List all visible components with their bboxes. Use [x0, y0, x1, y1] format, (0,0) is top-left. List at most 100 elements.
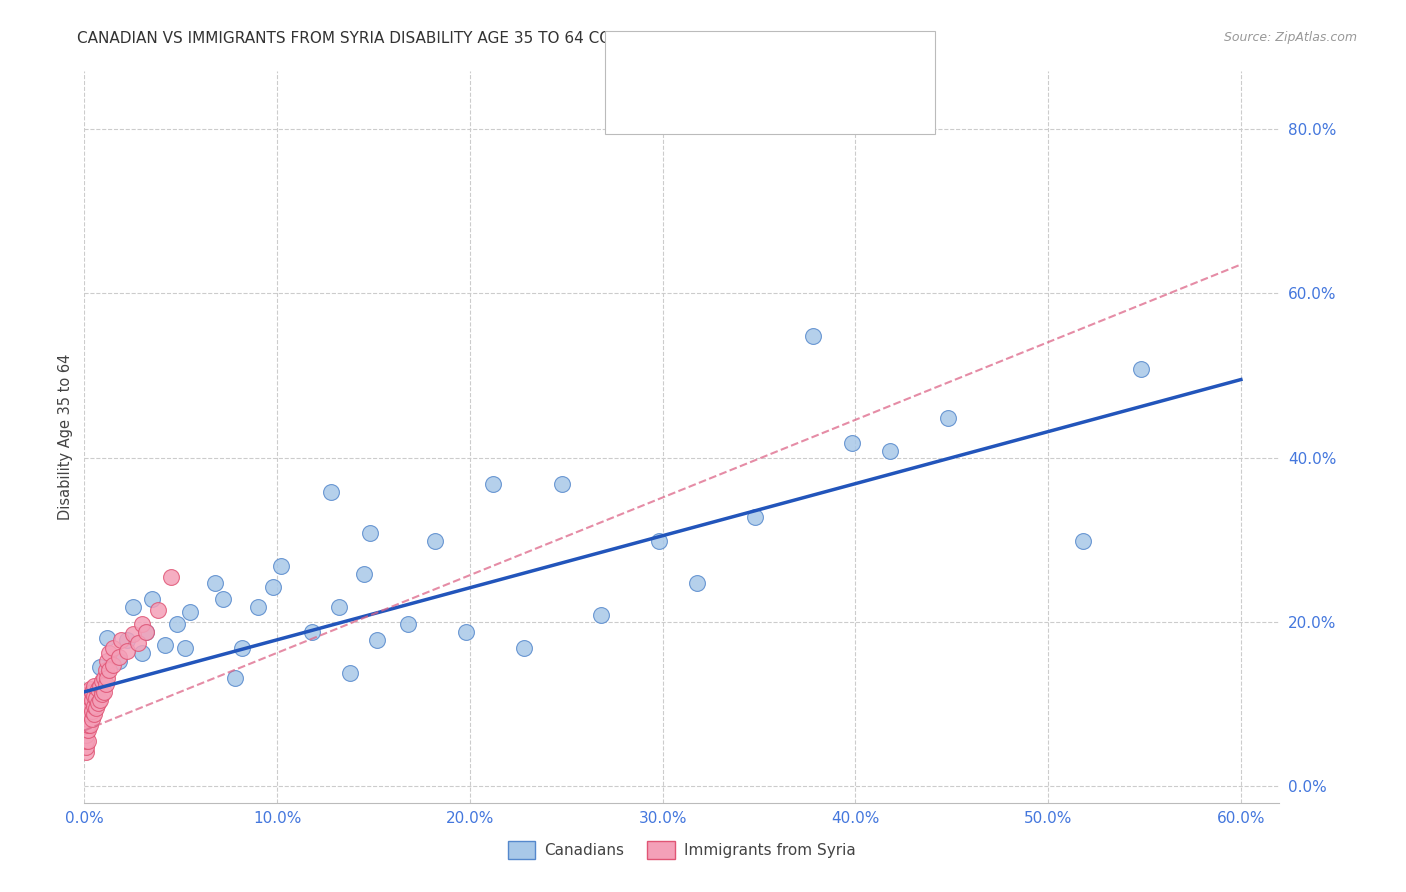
Point [121, 627, 143, 641]
Point [79, 717, 101, 731]
Point [98, 646, 121, 660]
Point [127, 635, 149, 649]
Point [77, 704, 100, 718]
Point [103, 657, 125, 672]
Point [686, 575, 709, 590]
Legend: Canadians, Immigrants from Syria: Canadians, Immigrants from Syria [502, 835, 862, 864]
Point [79, 690, 101, 705]
Point [155, 638, 177, 652]
Point [94, 663, 117, 677]
Point [160, 570, 183, 584]
Point [75, 690, 97, 705]
Point [551, 477, 574, 491]
Point [83, 679, 105, 693]
Point [366, 633, 388, 648]
Point [84, 690, 107, 705]
Point [135, 624, 157, 639]
Point [936, 411, 959, 425]
Point [648, 534, 671, 549]
Point [80, 693, 103, 707]
Point [80, 712, 103, 726]
Point [262, 581, 284, 595]
Point [77, 693, 100, 707]
Point [75, 717, 97, 731]
Point [879, 444, 901, 458]
Point [90, 687, 112, 701]
Point [75, 728, 97, 742]
Point [83, 698, 105, 713]
Point [482, 477, 505, 491]
Text: R = 0.600   N = 42: R = 0.600 N = 42 [659, 54, 817, 72]
Point [96, 655, 118, 669]
Point [513, 641, 536, 656]
Point [270, 559, 292, 574]
Point [744, 509, 766, 524]
Point [131, 646, 153, 660]
Point [77, 687, 100, 701]
Point [98, 663, 121, 677]
Point [115, 633, 138, 648]
Point [94, 676, 117, 690]
Point [96, 671, 118, 685]
Point [121, 600, 143, 615]
Point [93, 685, 115, 699]
Point [93, 671, 115, 685]
Point [841, 435, 863, 450]
Point [301, 624, 323, 639]
Point [204, 575, 226, 590]
Point [75, 712, 97, 726]
Text: Source: ZipAtlas.com: Source: ZipAtlas.com [1223, 31, 1357, 45]
Point [454, 624, 477, 639]
Point [89, 693, 111, 707]
Point [77, 712, 100, 726]
Point [80, 685, 103, 699]
Point [75, 701, 97, 715]
Point [353, 567, 375, 582]
Point [75, 739, 97, 754]
Point [79, 682, 101, 697]
Point [75, 696, 97, 710]
Point [108, 649, 131, 664]
Text: CANADIAN VS IMMIGRANTS FROM SYRIA DISABILITY AGE 35 TO 64 CORRELATION CHART: CANADIAN VS IMMIGRANTS FROM SYRIA DISABI… [77, 31, 754, 46]
Point [179, 605, 201, 619]
Point [87, 682, 110, 697]
Point [131, 616, 153, 631]
Point [75, 745, 97, 759]
Point [96, 632, 118, 646]
Point [1129, 362, 1152, 376]
Point [84, 701, 107, 715]
Point [339, 665, 361, 680]
Point [75, 706, 97, 721]
Point [359, 526, 381, 541]
Point [108, 655, 131, 669]
Point [79, 706, 101, 721]
Point [75, 723, 97, 738]
Point [328, 600, 350, 615]
Point [135, 624, 157, 639]
Point [589, 608, 612, 623]
Text: R = 0.354   N = 59: R = 0.354 N = 59 [659, 93, 817, 111]
Point [87, 696, 110, 710]
Point [246, 600, 269, 615]
Point [83, 689, 105, 703]
Point [1071, 534, 1094, 549]
Point [425, 534, 447, 549]
Point [89, 660, 111, 674]
Point [801, 329, 824, 343]
Point [110, 633, 132, 648]
Point [79, 698, 101, 713]
Point [319, 485, 342, 500]
Point [224, 671, 246, 685]
Point [77, 734, 100, 748]
Point [231, 641, 253, 656]
Point [115, 644, 138, 658]
Point [173, 641, 195, 656]
Point [90, 674, 112, 689]
Point [396, 616, 419, 631]
Y-axis label: Disability Age 35 to 64: Disability Age 35 to 64 [58, 354, 73, 520]
Point [141, 592, 163, 607]
Point [166, 616, 188, 631]
Point [77, 717, 100, 731]
Point [83, 706, 105, 721]
Point [212, 592, 235, 607]
